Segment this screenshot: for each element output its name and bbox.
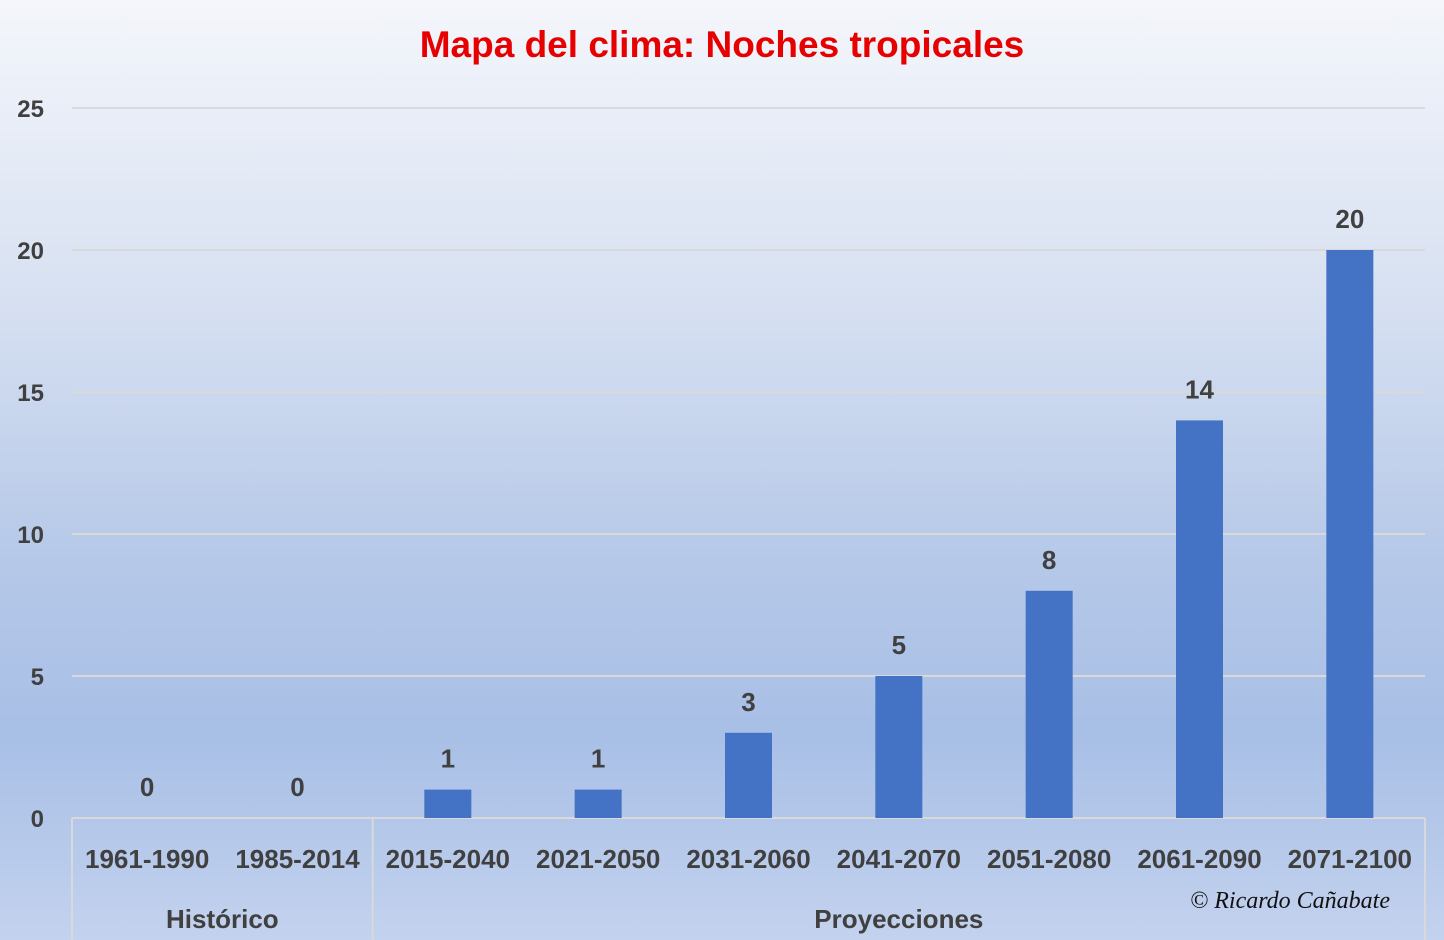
data-label: 0 [140,772,154,802]
category-label: 2021-2050 [536,844,660,874]
category-label: 2031-2060 [686,844,810,874]
bar [1326,250,1374,818]
group-label: Proyecciones [814,904,983,934]
data-label: 0 [290,772,304,802]
y-tick-label: 15 [17,380,44,407]
data-label: 20 [1335,204,1364,234]
bar [1025,590,1073,818]
copyright-watermark: © Ricardo Cañabate [1190,888,1390,914]
y-tick-label: 25 [17,96,44,123]
bar [574,789,622,818]
y-tick-label: 0 [31,806,44,833]
bar [875,676,923,818]
category-label: 2015-2040 [386,844,510,874]
data-label: 1 [441,744,455,774]
category-label: 1985-2014 [235,844,360,874]
data-label: 14 [1185,374,1214,404]
category-label: 2041-2070 [837,844,961,874]
category-label: 2071-2100 [1288,844,1412,874]
bar [1176,420,1223,818]
y-tick-label: 5 [31,664,44,691]
group-label: Histórico [166,904,279,934]
category-label: 1961-1990 [85,844,209,874]
bar [725,732,772,818]
category-label: 2051-2080 [987,844,1111,874]
chart-title: Mapa del clima: Noches tropicales [419,24,1025,65]
data-label: 8 [1042,545,1056,575]
data-label: 3 [741,687,755,717]
category-label: 2061-2090 [1137,844,1261,874]
y-tick-label: 10 [17,522,44,549]
bar [424,789,472,818]
y-tick-label: 20 [17,238,44,265]
data-label: 1 [591,744,605,774]
data-label: 5 [892,630,906,660]
